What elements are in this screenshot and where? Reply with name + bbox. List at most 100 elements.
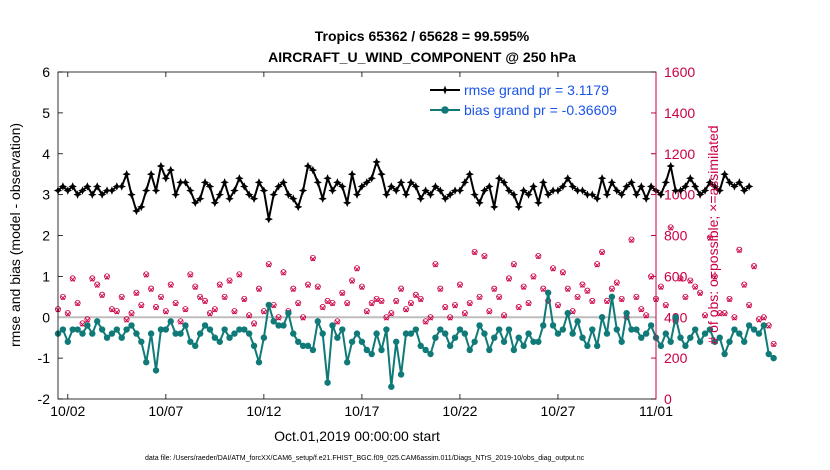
bias-point	[672, 314, 679, 321]
bias-point	[280, 322, 287, 329]
obs-assimilated-point	[447, 315, 453, 321]
obs-possible-point	[59, 293, 66, 300]
rmse-point	[279, 178, 288, 187]
bias-point	[260, 334, 268, 341]
rmse-point	[700, 186, 710, 195]
obs-possible-point	[398, 285, 405, 292]
bias-point	[69, 326, 76, 333]
obs-possible-point	[422, 318, 429, 325]
obs-assimilated-point	[687, 279, 693, 284]
bias-point	[314, 318, 321, 325]
obs-assimilated-point	[344, 301, 350, 307]
obs-assimilated-point	[310, 256, 316, 262]
obs-possible-point	[515, 304, 522, 311]
rmse-point	[142, 186, 151, 195]
obs-possible-point	[99, 291, 106, 298]
obs-possible-point	[755, 316, 762, 323]
rmse-point	[568, 182, 577, 191]
bias-point	[407, 330, 415, 337]
obs-assimilated-point	[109, 307, 115, 313]
bias-point	[559, 326, 567, 333]
rmse-point	[426, 190, 435, 199]
obs-assimilated-point	[638, 307, 644, 313]
obs-possible-point	[579, 281, 586, 288]
obs-possible-point	[550, 265, 557, 272]
bias-point	[108, 330, 116, 337]
obs-assimilated-point	[271, 303, 276, 309]
obs-possible-point	[329, 299, 336, 306]
bias-point	[231, 330, 238, 337]
obs-assimilated-point	[300, 315, 306, 321]
bias-point	[495, 326, 503, 333]
rmse-point	[176, 178, 185, 187]
obs-possible-point	[187, 271, 194, 278]
obs-possible-point	[148, 285, 155, 292]
obs-possible-point	[618, 295, 625, 302]
obs-assimilated-point	[761, 315, 767, 321]
obs-possible-point	[452, 301, 459, 308]
bias-point	[515, 334, 522, 341]
rmse-point	[656, 190, 666, 199]
bias-point	[657, 342, 665, 350]
obs-possible-point	[378, 297, 385, 304]
y-left-tick-label: 1	[42, 268, 50, 284]
obs-assimilated-point	[168, 283, 174, 288]
obs-possible-series	[55, 224, 777, 347]
rmse-point	[338, 182, 347, 191]
rmse-point	[151, 186, 161, 195]
obs-possible-point	[167, 281, 174, 288]
obs-assimilated-point	[173, 301, 178, 307]
obs-possible-point	[603, 297, 610, 304]
bias-point	[393, 338, 400, 345]
obs-possible-point	[324, 297, 331, 304]
obs-possible-point	[412, 291, 419, 298]
obs-assimilated-point	[89, 277, 95, 282]
obs-assimilated-point	[550, 266, 556, 272]
obs-possible-point	[104, 273, 111, 280]
rmse-point	[269, 190, 278, 199]
bias-point	[535, 338, 542, 345]
obs-assimilated-point	[246, 313, 252, 319]
obs-assimilated-point	[217, 283, 223, 288]
obs-possible-point	[353, 265, 360, 272]
obs-assimilated-point	[202, 299, 208, 305]
obs-assimilated-point	[634, 295, 639, 301]
bias-point	[172, 330, 179, 337]
rmse-point	[602, 190, 612, 199]
bias-point	[103, 334, 111, 341]
obs-assimilated-point	[305, 283, 311, 288]
rmse-point	[357, 182, 367, 191]
obs-assimilated-point	[678, 277, 683, 282]
chart-title-line2: AIRCRAFT_U_WIND_COMPONENT @ 250 hPa	[268, 49, 576, 65]
bias-point	[89, 330, 96, 337]
rmse-point	[494, 174, 504, 183]
obs-assimilated-point	[585, 289, 590, 295]
rmse-point	[274, 182, 283, 191]
obs-assimilated-point	[384, 315, 389, 321]
rmse-point	[377, 169, 386, 179]
bias-point	[402, 330, 410, 337]
rmse-point	[612, 186, 621, 195]
obs-possible-point	[751, 263, 758, 270]
rmse-point	[720, 169, 729, 179]
obs-assimilated-point	[104, 275, 110, 280]
bias-point	[285, 309, 292, 317]
rmse-point	[367, 174, 376, 183]
bias-point	[603, 330, 611, 337]
rmse-point	[284, 190, 293, 199]
obs-possible-point	[697, 289, 704, 296]
rmse-point	[328, 186, 337, 195]
bias-point	[358, 338, 366, 345]
obs-assimilated-point	[119, 295, 125, 301]
obs-possible-point	[643, 312, 650, 319]
obs-possible-point	[437, 285, 444, 292]
obs-assimilated-point	[766, 324, 772, 329]
bias-point	[471, 338, 478, 345]
bias-point	[520, 342, 527, 350]
obs-possible-point	[599, 248, 606, 255]
rmse-point	[558, 182, 568, 191]
right-axis-ticks: 02004006008001000120014001600	[651, 64, 695, 407]
obs-possible-point	[295, 299, 302, 306]
bias-point	[706, 326, 714, 333]
obs-possible-point	[731, 314, 738, 321]
